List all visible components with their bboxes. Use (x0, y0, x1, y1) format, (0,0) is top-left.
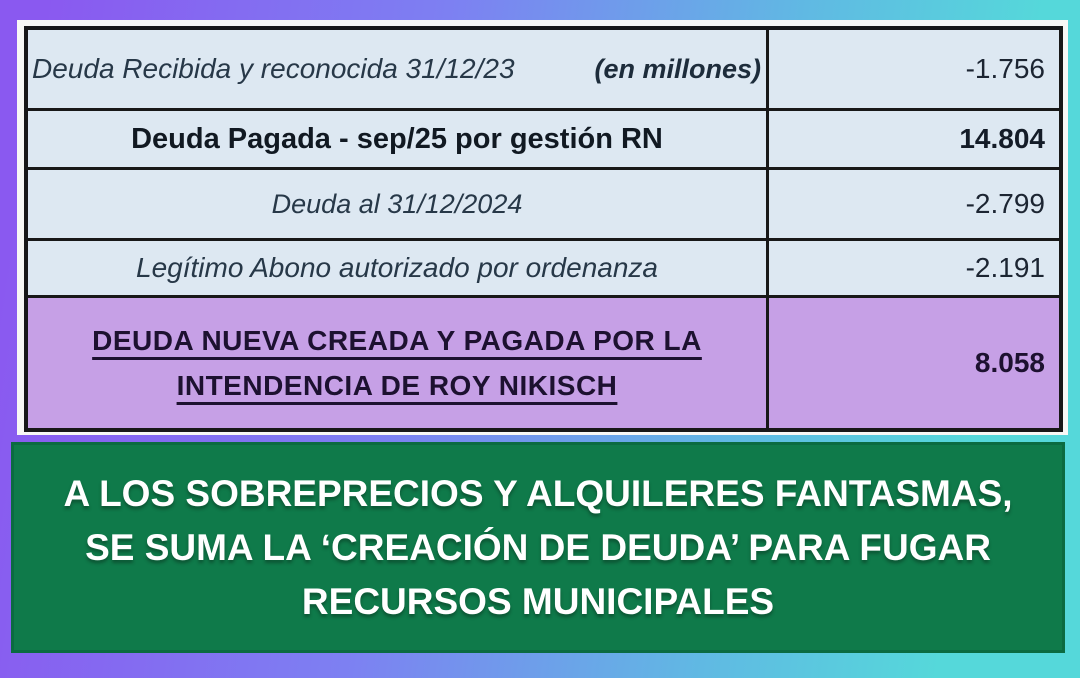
table-row-legitimo-abono: Legítimo Abono autorizado por ordenanza … (28, 238, 1059, 295)
unit-note: (en millones) (594, 53, 761, 84)
row-value: -2.799 (965, 188, 1045, 219)
caption-line-1: A LOS SOBREPRECIOS Y ALQUILERES FANTASMA… (63, 472, 1013, 514)
table-row-deuda-nueva-highlight: DEUDA NUEVA CREADA Y PAGADA POR LA INTEN… (28, 295, 1059, 428)
debt-table: Deuda Recibida y reconocida 31/12/23 (en… (24, 26, 1063, 432)
row-value: 8.058 (974, 347, 1045, 378)
row-value: -1.756 (965, 53, 1045, 84)
row-value: -2.191 (965, 252, 1045, 283)
row-label-line: DEUDA NUEVA CREADA Y PAGADA POR LA (92, 325, 702, 356)
row-label-line: INTENDENCIA DE ROY NIKISCH (176, 370, 618, 401)
caption-banner: A LOS SOBREPRECIOS Y ALQUILERES FANTASMA… (11, 442, 1065, 653)
caption-line-3: RECURSOS MUNICIPALES (301, 580, 775, 622)
row-label: Legítimo Abono autorizado por ordenanza (28, 241, 769, 295)
row-label-text: Deuda Recibida y reconocida 31/12/23 (32, 53, 515, 84)
table-row-deuda-pagada: Deuda Pagada - sep/25 por gestión RN 14.… (28, 108, 1059, 167)
table-row-deuda-2024: Deuda al 31/12/2024 -2.799 (28, 167, 1059, 238)
table-row-deuda-recibida: Deuda Recibida y reconocida 31/12/23 (en… (28, 30, 1059, 108)
table-sheet: Deuda Recibida y reconocida 31/12/23 (en… (17, 20, 1068, 435)
row-label: Deuda Recibida y reconocida 31/12/23 (en… (28, 30, 769, 108)
row-label: DEUDA NUEVA CREADA Y PAGADA POR LA INTEN… (28, 298, 769, 428)
row-value: 14.804 (959, 123, 1045, 154)
row-label: Deuda al 31/12/2024 (28, 170, 769, 238)
row-label: Deuda Pagada - sep/25 por gestión RN (28, 111, 769, 167)
caption-line-2: SE SUMA LA ‘CREACIÓN DE DEUDA’ PARA FUGA… (85, 526, 991, 568)
